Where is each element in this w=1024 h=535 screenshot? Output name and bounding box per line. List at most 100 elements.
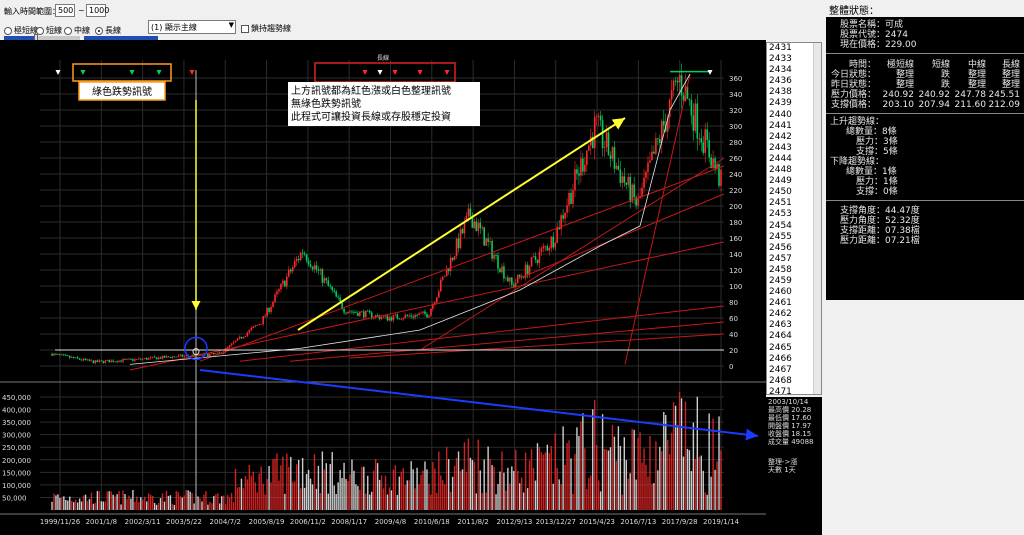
y-tick-label: 260 xyxy=(729,155,742,163)
candle-body xyxy=(260,324,262,325)
code-list-item[interactable]: 2449 xyxy=(769,176,792,187)
radio-long[interactable]: 長線 xyxy=(95,25,121,36)
candle-body xyxy=(586,150,588,165)
code-list-item[interactable]: 2457 xyxy=(769,253,792,264)
volume-bar xyxy=(357,486,359,510)
signal-marker-icon xyxy=(417,70,423,75)
volume-bar xyxy=(116,494,118,510)
code-list-item[interactable]: 2468 xyxy=(769,375,792,386)
code-list-item[interactable]: 2460 xyxy=(769,287,792,298)
candle-body xyxy=(102,360,105,363)
code-list-item[interactable]: 2459 xyxy=(769,275,792,286)
vol-tick-label: 150,000 xyxy=(2,469,31,477)
code-list-item[interactable]: 2448 xyxy=(769,165,792,176)
code-list-item[interactable]: 2434 xyxy=(769,65,792,76)
candle-body xyxy=(378,315,381,320)
candle-body xyxy=(317,269,320,271)
volume-bar xyxy=(376,463,379,510)
range-to-input[interactable]: 1000 xyxy=(86,4,109,17)
volume-bar xyxy=(386,494,389,510)
volume-bar xyxy=(511,466,513,510)
lock-trend-checkbox[interactable]: 鎖持趨勢線 xyxy=(241,23,291,34)
range-slider-right[interactable] xyxy=(84,36,158,40)
candle-body xyxy=(78,358,81,360)
code-list-item[interactable]: 2455 xyxy=(769,231,792,242)
code-list-item[interactable]: 2461 xyxy=(769,298,792,309)
code-list-item[interactable]: 2465 xyxy=(769,342,792,353)
volume-bar xyxy=(323,469,326,510)
radio-mid[interactable]: 中線 xyxy=(64,25,90,36)
candle-body xyxy=(524,264,527,278)
candle-body xyxy=(552,236,555,248)
radio-very-short[interactable]: 極短線 xyxy=(4,25,38,36)
code-list-item[interactable]: 2442 xyxy=(769,131,792,142)
trend-line xyxy=(199,165,725,362)
volume-bar xyxy=(122,490,124,510)
stock-chart[interactable]: 360 340 320 300 280 260 240 220 200 180 160 140 120 1… xyxy=(0,40,766,535)
volume-bar xyxy=(556,467,558,510)
volume-bar xyxy=(461,469,464,510)
toolbar: 輸入時間範圍： 500 ~ 1000 (1) 顯示主線 ▼ 鎖持趨勢線 極短線 … xyxy=(0,0,766,42)
volume-bar xyxy=(698,456,700,510)
code-list-item[interactable]: 2431 xyxy=(769,43,792,53)
radio-short[interactable]: 短線 xyxy=(36,25,62,36)
code-list-scrollbar[interactable] xyxy=(813,43,821,394)
code-list-item[interactable]: 2454 xyxy=(769,220,792,231)
volume-bar xyxy=(228,497,231,510)
down-trend-total: 總數量：1條 xyxy=(846,167,897,177)
volume-bar xyxy=(378,479,381,510)
candle-body xyxy=(252,326,255,329)
code-list-item[interactable]: 2456 xyxy=(769,242,792,253)
candle-body xyxy=(607,132,610,156)
candle-body xyxy=(106,360,109,361)
candle-body xyxy=(495,254,497,256)
candle-body xyxy=(211,352,213,354)
down-trend-title: 下降趨勢線： xyxy=(830,157,885,167)
volume-bar xyxy=(282,456,284,510)
code-list-item[interactable]: 2436 xyxy=(769,76,792,87)
volume-bar xyxy=(562,426,564,510)
candle-body xyxy=(333,290,336,292)
code-list-item[interactable]: 2441 xyxy=(769,120,792,131)
code-list-item[interactable]: 2467 xyxy=(769,364,792,375)
code-list-item[interactable]: 2462 xyxy=(769,309,792,320)
status-cell: 211.60 xyxy=(954,100,987,110)
candle-body xyxy=(471,216,474,228)
code-list-item[interactable]: 2453 xyxy=(769,209,792,220)
code-list-item[interactable]: 2458 xyxy=(769,264,792,275)
volume-bar xyxy=(163,501,166,510)
code-list-item[interactable]: 2433 xyxy=(769,54,792,65)
code-list-item[interactable]: 2444 xyxy=(769,153,792,164)
volume-bar xyxy=(491,465,493,510)
status-cell: 240.92 xyxy=(882,90,915,100)
code-list-item[interactable]: 2471 xyxy=(769,386,792,395)
code-list-item[interactable]: 2466 xyxy=(769,353,792,364)
candle-body xyxy=(441,277,444,280)
y-tick-label: 60 xyxy=(729,315,738,323)
code-list-item[interactable]: 2464 xyxy=(769,331,792,342)
volume-bar xyxy=(540,452,543,510)
blue-arrow xyxy=(199,369,759,441)
volume-bar xyxy=(637,437,639,510)
candle-body xyxy=(86,359,89,361)
code-list-item[interactable]: 2463 xyxy=(769,320,792,331)
resist-angle: 壓力角度：52.32度 xyxy=(840,216,920,226)
status-cell: 240.92 xyxy=(918,90,951,100)
up-trend-title: 上升趨勢線： xyxy=(830,117,885,127)
range-from-input[interactable]: 500 xyxy=(55,4,75,17)
code-list-item[interactable]: 2440 xyxy=(769,109,792,120)
y-tick-label: 100 xyxy=(729,283,742,291)
code-list-item[interactable]: 2443 xyxy=(769,142,792,153)
candle-body xyxy=(313,265,316,270)
volume-bar xyxy=(183,495,185,510)
code-list-item[interactable]: 2450 xyxy=(769,187,792,198)
candle-body xyxy=(394,314,397,316)
code-list-item[interactable]: 2451 xyxy=(769,198,792,209)
stock-code-list[interactable]: 2431 2433 2434 2436 2438 2439 2440 2441 2442 2443… xyxy=(766,42,822,395)
volume-bar xyxy=(301,458,304,510)
code-list-item[interactable]: 2438 xyxy=(769,87,792,98)
line-select[interactable]: (1) 顯示主線 ▼ xyxy=(148,20,236,34)
code-list-item[interactable]: 2439 xyxy=(769,98,792,109)
chart-canvas: 3603403203002802602402202001801601401201… xyxy=(0,54,766,526)
candle-body xyxy=(392,315,395,321)
